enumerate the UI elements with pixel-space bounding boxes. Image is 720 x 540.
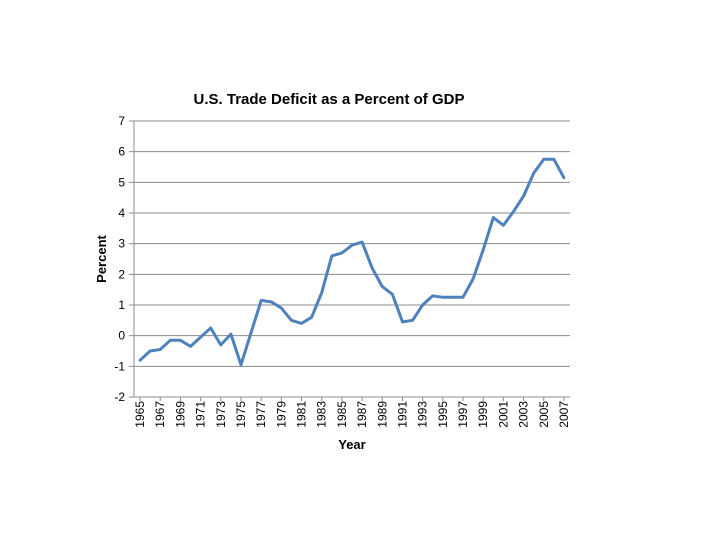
x-tick-label: 1983 (315, 401, 329, 428)
y-axis-label: Percent (94, 234, 109, 282)
y-tick-label: 5 (118, 175, 125, 189)
x-tick-label: 1991 (395, 401, 409, 428)
grid-layer (134, 120, 570, 398)
y-tick-label: 4 (118, 206, 125, 220)
x-tick-label: 2001 (496, 401, 510, 428)
y-tick-label: -1 (114, 359, 125, 373)
x-tick-label: 1987 (355, 401, 369, 428)
x-tick-label: 1977 (254, 401, 268, 428)
x-tick-label: 2003 (517, 401, 531, 428)
x-tick-label: 2007 (557, 401, 571, 428)
x-tick-label: 1979 (274, 401, 288, 428)
x-tick-label: 1997 (456, 401, 470, 428)
y-tick-label: 7 (118, 114, 125, 128)
y-tick-label: 6 (118, 145, 125, 159)
x-tick-label: 1989 (375, 401, 389, 428)
x-tick-label: 1999 (476, 401, 490, 428)
axis-layer (129, 120, 570, 401)
x-tick-label: 1965 (133, 401, 147, 428)
y-tick-label: 3 (118, 237, 125, 251)
x-tick-labels: 1965 1967 1969 1971 1973 1975 1977 1979 1981 1983… (133, 401, 571, 428)
series-line (138, 157, 566, 367)
x-tick-label: 2005 (537, 401, 551, 428)
x-axis-label: Year (338, 437, 365, 452)
x-tick-label: 1973 (214, 401, 228, 428)
chart-title: U.S. Trade Deficit as a Percent of GDP (194, 91, 465, 108)
y-tick-label: 1 (118, 298, 125, 312)
x-tick-label: 1969 (173, 401, 187, 428)
series-layer (138, 157, 566, 367)
x-tick-label: 1985 (335, 401, 349, 428)
x-tick-label: 1971 (194, 401, 208, 428)
x-tick-label: 1967 (153, 401, 167, 428)
y-tick-label: 2 (118, 267, 125, 281)
y-tick-label: -2 (114, 390, 125, 404)
x-tick-label: 1993 (416, 401, 430, 428)
y-tick-labels: -2 -1 0 1 2 3 4 5 6 7 (114, 114, 125, 404)
x-tick-label: 1981 (295, 401, 309, 428)
x-tick-label: 1995 (436, 401, 450, 428)
y-tick-label: 0 (118, 329, 125, 343)
x-tick-label: 1975 (234, 401, 248, 428)
